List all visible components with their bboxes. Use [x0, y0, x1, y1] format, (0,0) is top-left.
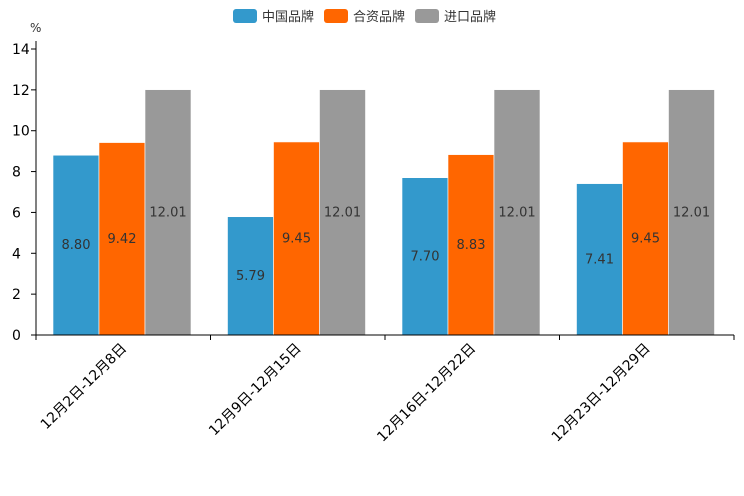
- chart-legend: 中国品牌 合资品牌 进口品牌: [233, 6, 496, 25]
- bar-value-label: 8.80: [62, 238, 91, 253]
- legend-item-series-0[interactable]: 中国品牌: [233, 6, 314, 25]
- bar: [493, 89, 541, 336]
- legend-item-series-1[interactable]: 合资品牌: [324, 6, 405, 25]
- y-tick-label: 6: [12, 205, 21, 221]
- y-tick-label: 10: [12, 124, 30, 140]
- bar: [576, 183, 623, 336]
- legend-item-series-2[interactable]: 进口品牌: [415, 6, 496, 25]
- bar-value-label: 12.01: [324, 205, 361, 220]
- bar: [319, 89, 366, 336]
- y-tick-label: 0: [12, 328, 21, 344]
- bar: [98, 142, 146, 336]
- bar-value-label: 9.45: [631, 231, 660, 246]
- bar: [227, 216, 274, 336]
- legend-label-series-0: 中国品牌: [262, 10, 315, 25]
- x-tick-label: 12月9日-12月15日: [206, 341, 305, 440]
- legend-swatch-series-1: [324, 8, 349, 23]
- x-tick-label: 12月2日-12月8日: [38, 341, 130, 433]
- bar: [668, 89, 715, 336]
- bar: [401, 177, 449, 336]
- bar: [447, 154, 495, 336]
- y-axis-unit: %: [30, 21, 42, 35]
- x-tick-label: 12月16日-12月22日: [374, 341, 479, 446]
- y-tick-label: 4: [12, 246, 21, 262]
- bar: [144, 89, 192, 336]
- bar-value-label: 9.42: [108, 232, 137, 247]
- y-tick-label: 8: [12, 165, 21, 181]
- y-tick-label: 14: [12, 42, 30, 58]
- bar-value-label: 5.79: [236, 269, 265, 284]
- legend-swatch-series-2: [415, 8, 440, 23]
- legend-label-series-2: 进口品牌: [444, 10, 497, 25]
- x-tick-label: 12月23日-12月29日: [549, 341, 654, 446]
- legend-label-series-1: 合资品牌: [353, 10, 406, 25]
- y-tick-label: 2: [12, 287, 21, 303]
- bar-value-label: 12.01: [149, 205, 186, 220]
- bar-value-label: 8.83: [457, 238, 486, 253]
- bar: [622, 141, 669, 336]
- bar-value-label: 9.45: [282, 231, 311, 246]
- bar-value-label: 7.41: [585, 252, 614, 267]
- bar-value-label: 7.70: [411, 249, 440, 264]
- legend-swatch-series-0: [233, 8, 257, 23]
- bar: [273, 141, 320, 336]
- bar-value-label: 12.01: [673, 205, 710, 220]
- y-tick-label: 12: [12, 83, 30, 99]
- bar-value-label: 12.01: [498, 205, 535, 220]
